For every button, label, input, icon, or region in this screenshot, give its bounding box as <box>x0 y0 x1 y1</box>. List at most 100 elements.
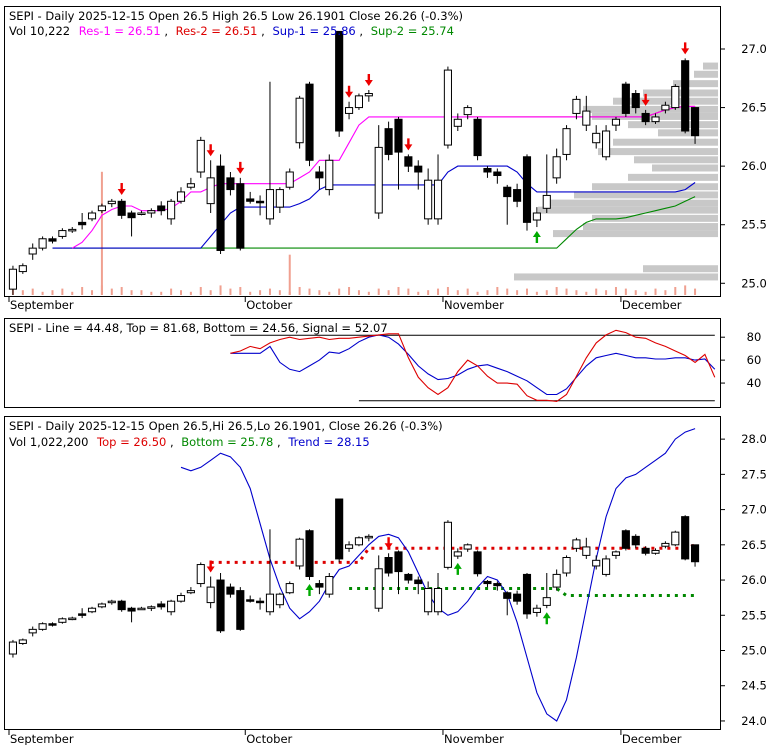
volume-bar <box>634 290 637 295</box>
candle-up <box>443 69 452 146</box>
candle-up <box>147 210 156 214</box>
stochastic-panel-title: SEPI - Line = 44.48, Top = 81.68, Bottom… <box>9 321 388 335</box>
candle-up <box>295 538 304 567</box>
candle-down <box>493 583 502 587</box>
candle-up <box>68 228 77 232</box>
candle-up <box>325 159 334 191</box>
trend-legend-bottom: Bottom = 25.78 <box>181 435 273 449</box>
candle-down <box>690 544 700 563</box>
candle-up <box>582 110 591 126</box>
volume-profile-bar <box>634 156 718 164</box>
candle-up <box>364 535 373 539</box>
candle-down <box>236 590 245 630</box>
candle-down <box>256 200 265 204</box>
sell-arrow <box>364 74 373 86</box>
volume-profile-bar <box>703 62 718 70</box>
volume-bar <box>496 287 499 295</box>
volume-bar <box>81 287 84 295</box>
price-tick-label: 25.5 <box>741 218 767 232</box>
volume-profile-bar <box>538 206 718 214</box>
candle-up <box>18 265 27 273</box>
volume-profile-bar <box>673 80 718 88</box>
candle-up <box>196 564 205 585</box>
volume-profile-bar <box>592 112 718 120</box>
volume-bar <box>654 288 657 295</box>
candle-up <box>651 549 660 554</box>
volume-spike-bar <box>100 171 103 295</box>
volume-bar <box>140 290 143 295</box>
candle-up <box>374 568 383 609</box>
candle-up <box>582 546 591 556</box>
volume-bar <box>605 290 608 295</box>
volume-bar <box>565 288 568 295</box>
volume-profile-bar <box>598 148 718 156</box>
candle-down <box>157 205 166 212</box>
trend-legend-trend: Trend = 28.15 <box>287 435 369 449</box>
volume-profile-bar <box>613 97 718 105</box>
candle-down <box>681 516 690 560</box>
candle-up <box>344 107 354 114</box>
candle-down <box>384 128 393 155</box>
stoch-tick-label: 40 <box>747 376 762 390</box>
volume-bar <box>239 287 242 295</box>
volume-bar <box>595 288 598 295</box>
volume-profile-bar <box>553 230 718 238</box>
candle-down <box>127 212 136 219</box>
price-tick-label: 26.5 <box>741 101 767 115</box>
candle-up <box>265 593 275 613</box>
volume-bar <box>437 288 440 295</box>
candle-down <box>522 573 532 615</box>
candle-up <box>671 85 680 109</box>
volume-bar <box>664 290 667 295</box>
candle-down <box>246 198 255 202</box>
sell-arrow <box>206 560 215 573</box>
volume-bar <box>387 290 390 295</box>
candle-up <box>186 183 195 188</box>
volume-bar <box>486 290 489 295</box>
price-y-axis: 27.0 26.5 26.0 25.5 25.0 <box>721 42 767 290</box>
trend-tick-label: 25.5 <box>741 608 767 622</box>
trend-x-axis: September October November December <box>8 729 682 745</box>
candle-up <box>97 603 106 608</box>
candle-down <box>394 118 403 153</box>
trend-month-label: November <box>444 732 504 745</box>
volume-bar <box>684 285 687 295</box>
volume-bar <box>456 290 459 295</box>
volume-bar <box>41 291 44 295</box>
candle-up <box>107 200 116 205</box>
candle-up <box>28 247 37 255</box>
volume-bar <box>348 287 351 295</box>
legend-sep-2: , <box>261 24 265 38</box>
candle-up <box>344 544 354 549</box>
candle-up <box>186 590 195 594</box>
stochastic-panel-frame <box>4 318 721 408</box>
candle-down <box>513 593 522 602</box>
candle-up <box>433 588 443 613</box>
candle-up <box>651 116 660 123</box>
candle-up <box>671 531 680 546</box>
candle-down <box>621 530 630 549</box>
volume-bar <box>199 287 202 295</box>
price-panel-title: SEPI - Daily 2025-12-15 Open 26.5 High 2… <box>9 9 463 23</box>
candle-up <box>364 93 373 97</box>
volume-bar <box>259 290 262 295</box>
legend-sep-1: , <box>164 24 168 38</box>
trend-top-dotted <box>210 543 696 564</box>
candle-up <box>285 171 294 188</box>
volume-bar <box>268 288 271 295</box>
candle-up <box>97 205 106 212</box>
candle-down <box>503 592 512 599</box>
candle-up <box>137 212 146 215</box>
volume-profile-bar <box>592 183 718 191</box>
price-month-label: September <box>10 298 74 312</box>
volume-bar <box>209 290 212 295</box>
candle-down <box>414 165 423 173</box>
trend-panel-frame <box>4 416 721 730</box>
volume-bar <box>130 290 133 295</box>
candle-up <box>176 595 186 602</box>
candle-down <box>641 112 650 123</box>
stoch-tick-label: 80 <box>747 330 762 344</box>
candle-down <box>305 530 314 578</box>
price-legend-res2: Res-2 = 26.51 <box>176 24 258 38</box>
